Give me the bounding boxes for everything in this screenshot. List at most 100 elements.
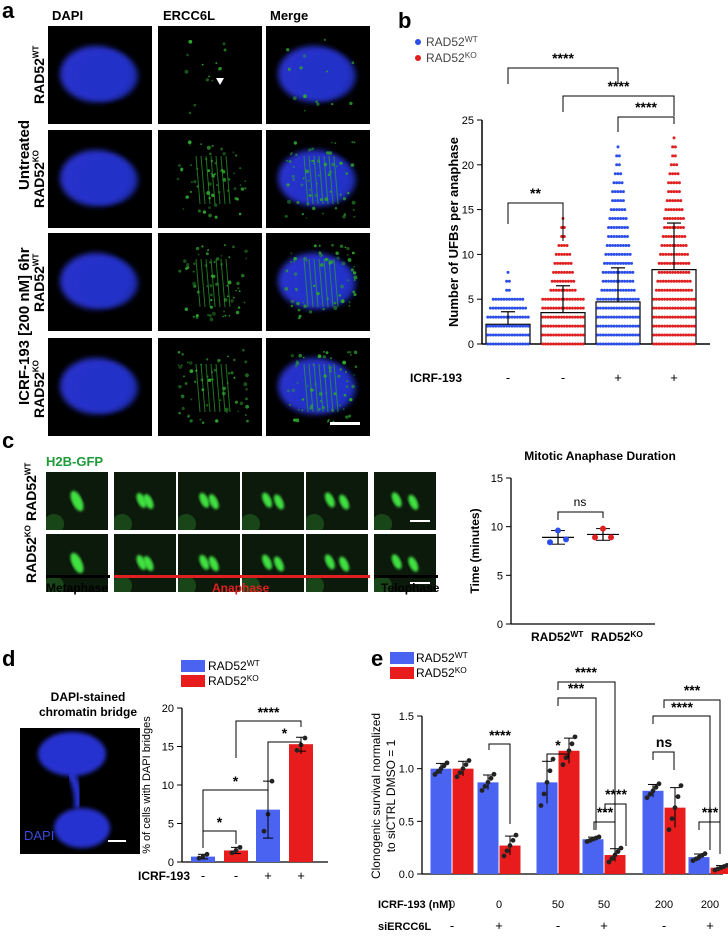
data-point — [546, 297, 550, 301]
ercc6l-signal — [340, 300, 343, 302]
ercc6l-signal — [286, 48, 290, 52]
data-point — [596, 333, 600, 337]
legend-swatch-wt — [390, 652, 414, 664]
data-point — [676, 315, 680, 319]
data-point — [668, 243, 672, 247]
data-point — [494, 333, 498, 337]
legend-label-ko: RAD52KO — [426, 50, 477, 65]
data-point — [550, 279, 554, 283]
data-point — [675, 234, 679, 238]
data-point — [609, 208, 613, 212]
data-point — [607, 315, 611, 319]
data-point — [668, 217, 672, 221]
ufb-fiber — [333, 155, 339, 205]
bar-ko — [664, 807, 686, 874]
row2-value: + — [706, 918, 714, 933]
ercc6l-signal — [186, 266, 190, 270]
ercc6l-signal — [295, 361, 300, 366]
data-point — [621, 199, 625, 203]
ercc6l-signal — [185, 263, 190, 267]
data-point — [612, 270, 616, 274]
data-point — [515, 333, 519, 337]
chromatin-bridge — [66, 770, 83, 809]
data-point — [631, 297, 635, 301]
data-point — [521, 297, 525, 301]
data-point — [627, 261, 631, 265]
ercc6l-signal — [244, 249, 248, 254]
data-point — [692, 306, 696, 310]
ercc6l-signal — [318, 408, 321, 411]
data-point — [565, 342, 569, 346]
data-point — [681, 342, 685, 346]
data-point — [678, 783, 684, 789]
micrograph-r4-c3 — [266, 338, 370, 436]
data-point — [634, 324, 638, 328]
ercc6l-signal — [290, 353, 295, 358]
background-cell — [242, 514, 260, 530]
sig-3 — [546, 753, 569, 762]
data-point — [625, 234, 629, 238]
data-point — [675, 181, 679, 185]
data-point — [665, 288, 669, 292]
data-point — [619, 243, 623, 247]
row-label-a4: RAD52KO — [31, 360, 47, 418]
data-point — [570, 306, 574, 310]
y-tick-label: 15 — [162, 742, 174, 754]
y-tick-label: 0 — [468, 339, 474, 351]
ercc6l-signal — [311, 147, 315, 151]
ercc6l-signal — [227, 280, 232, 285]
data-point — [552, 333, 556, 337]
data-point — [676, 226, 680, 230]
ercc6l-signal — [313, 284, 316, 288]
treatment-sign: - — [506, 370, 510, 385]
data-point — [667, 234, 671, 238]
data-point — [612, 324, 616, 328]
data-point — [687, 342, 691, 346]
ercc6l-signal — [187, 415, 190, 418]
data-point — [479, 788, 485, 793]
data-point — [491, 306, 495, 310]
sig-7 — [652, 751, 675, 770]
data-point — [673, 172, 677, 176]
data-point — [524, 306, 528, 310]
data-point — [665, 324, 669, 328]
micrograph-r1-c1 — [48, 26, 152, 124]
data-point — [615, 342, 619, 346]
data-point — [684, 306, 688, 310]
data-point — [601, 297, 605, 301]
ercc6l-signal — [351, 140, 354, 144]
ercc6l-signal — [341, 261, 346, 266]
ercc6l-signal — [213, 203, 218, 207]
data-point — [664, 252, 668, 256]
data-point — [660, 297, 664, 301]
data-point — [613, 199, 617, 203]
data-point — [612, 333, 616, 337]
ercc6l-signal — [348, 414, 352, 418]
data-point — [438, 766, 444, 772]
data-point — [556, 279, 560, 283]
data-point — [687, 270, 691, 274]
data-point — [598, 342, 602, 346]
ercc6l-signal — [295, 418, 300, 423]
ercc6l-signal — [302, 301, 305, 304]
data-point — [680, 279, 684, 283]
micrograph-r1-c3 — [266, 26, 370, 124]
ercc6l-signal — [294, 287, 298, 291]
ercc6l-signal — [308, 310, 313, 314]
data-point — [607, 306, 611, 310]
data-point — [624, 243, 628, 247]
ufb-fiber — [195, 363, 201, 413]
data-point — [613, 172, 617, 176]
ercc6l-signal — [349, 397, 353, 402]
data-point — [513, 306, 517, 310]
data-point — [494, 297, 498, 301]
data-point — [671, 306, 675, 310]
ercc6l-signal — [209, 152, 212, 156]
ercc6l-signal — [228, 314, 231, 317]
bar-ko — [558, 750, 580, 874]
ercc6l-signal — [345, 415, 349, 419]
data-point — [631, 279, 635, 283]
data-point — [611, 199, 615, 203]
y-tick-label: 15 — [462, 205, 474, 217]
data-point — [663, 297, 667, 301]
